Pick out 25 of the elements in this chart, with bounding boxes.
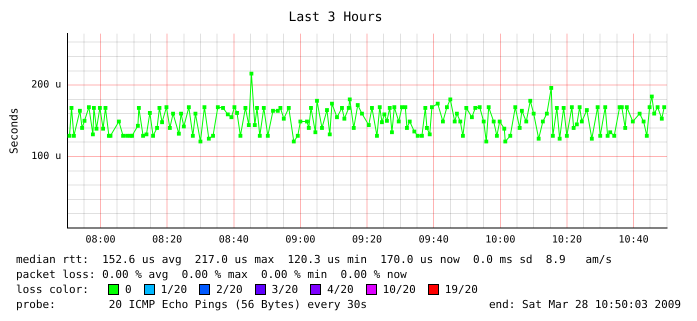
legend-label: 1/20: [160, 282, 188, 297]
legend-label: 19/20: [444, 282, 478, 297]
y-axis-title: Seconds: [7, 108, 20, 154]
text: packet loss: 0.00 % avg 0.00 % max 0.00 % min 0.00 % now: [16, 267, 408, 282]
text: end: Sat Mar 28 10:50:03 2009: [488, 297, 681, 312]
chart-title: Last 3 Hours: [288, 10, 382, 26]
x-tick-label: 10:40: [618, 234, 649, 246]
x-tick-label: 10:20: [552, 234, 582, 246]
x-tick-label: 09:00: [285, 234, 316, 246]
legend-label: 10/20: [382, 282, 416, 297]
text: probe: 20 ICMP Echo Pings (56 Bytes) every 30s: [16, 297, 367, 312]
legend-label: 4/20: [327, 282, 354, 297]
x-tick-label: 08:20: [152, 234, 182, 246]
legend-label: 3/20: [272, 282, 298, 297]
x-tick-label: 08:00: [85, 234, 116, 246]
legend-label: 0: [125, 282, 132, 297]
x-tick-label: 09:40: [418, 234, 449, 246]
x-tick-label: 10:00: [485, 234, 516, 246]
text: median rtt: 152.6 us avg 217.0 us max 120.3 us min 170.0 us now 0.0 ms sd 8.9 am/s: [16, 252, 614, 267]
x-tick-label: 09:20: [352, 234, 382, 246]
y-tick-label: 100 u: [31, 151, 62, 162]
legend-label: 2/20: [216, 282, 243, 297]
x-tick-label: 08:40: [218, 234, 249, 246]
legend-title: loss color:: [16, 282, 90, 297]
y-tick-label: 200 u: [31, 80, 62, 91]
